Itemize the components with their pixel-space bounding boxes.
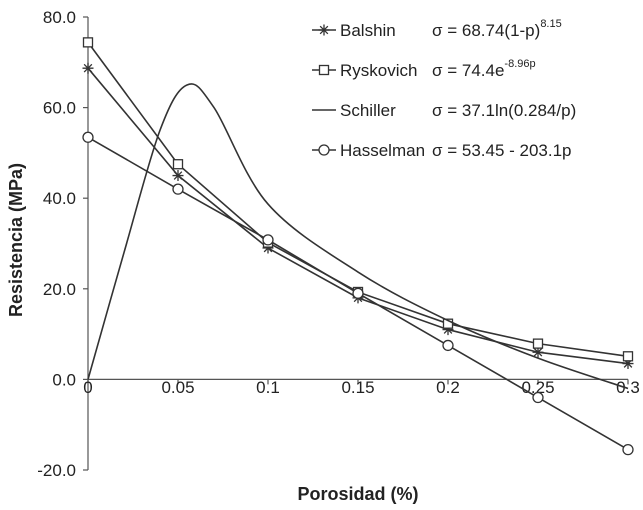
x-tick-label: 0.1 (256, 378, 280, 397)
series-hasselman (82, 131, 634, 456)
x-tick-label: 0.3 (616, 378, 640, 397)
legend-series-name: Ryskovich (340, 61, 417, 80)
data-point-square (622, 351, 634, 362)
y-tick-label: 60.0 (43, 99, 76, 118)
legend-equation-exponent: 8.15 (540, 18, 561, 30)
y-tick-label: 40.0 (43, 189, 76, 208)
data-point-square (318, 64, 330, 76)
x-tick-label: 0.2 (436, 378, 460, 397)
y-tick-label: 80.0 (43, 8, 76, 27)
series-schiller (87, 83, 629, 390)
data-point-circle (622, 443, 634, 456)
data-point-circle (82, 131, 94, 143)
data-point-asterisk (262, 242, 274, 254)
data-point-asterisk (442, 324, 454, 336)
data-point-asterisk (532, 346, 544, 358)
legend: Balshin σ = 68.74(1-p)8.15 Ryskovich σ = 74… (312, 18, 576, 160)
data-point-circle (172, 183, 184, 195)
legend-equation-exponent: -8.96p (504, 58, 535, 70)
legend-item-balshin: Balshin σ = 68.74(1-p)8.15 (312, 18, 562, 40)
data-point-circle (532, 391, 544, 404)
legend-equation: σ = 37.1ln(0.284/p) (432, 101, 576, 120)
data-point-circle (262, 234, 274, 246)
data-point-asterisk (82, 62, 94, 74)
legend-item-hasselman: Hasselman σ = 53.45 - 203.1p (312, 141, 572, 160)
legend-series-name: Balshin (340, 21, 396, 40)
y-tick-label: 20.0 (43, 280, 76, 299)
data-point-square (82, 37, 94, 48)
legend-series-name: Schiller (340, 101, 396, 120)
data-point-square (532, 338, 544, 349)
y-axis-title: Resistencia (MPa) (6, 163, 26, 317)
x-tick-label: 0.15 (341, 378, 374, 397)
data-point-asterisk (172, 170, 184, 182)
legend-series-name: Hasselman (340, 141, 425, 160)
x-tick-label: 0 (83, 378, 92, 397)
axes: 80.0 60.0 40.0 20.0 0.0 -20.0 0 0.05 0.1 0.15 0.2 0… (37, 8, 640, 480)
data-point-square (442, 318, 454, 329)
data-point-asterisk (622, 358, 634, 370)
data-point-circle (442, 339, 454, 352)
series-ryskovich (82, 37, 634, 362)
series-line (87, 83, 629, 390)
data-point-asterisk (318, 24, 330, 36)
legend-equation: σ = 74.4e-8.96p (432, 58, 536, 80)
y-tick-label: 0.0 (52, 370, 76, 389)
legend-item-schiller: Schiller σ = 37.1ln(0.284/p) (312, 101, 576, 120)
data-point-circle (318, 144, 330, 156)
data-point-circle (352, 287, 364, 299)
x-tick-label: 0.05 (161, 378, 194, 397)
series-line (87, 41, 629, 358)
series-layer (82, 37, 634, 456)
data-point-square (172, 159, 184, 170)
y-tick-label: -20.0 (37, 461, 76, 480)
legend-item-ryskovich: Ryskovich σ = 74.4e-8.96p (312, 58, 536, 80)
legend-equation: σ = 53.45 - 203.1p (432, 141, 572, 160)
x-axis-title: Porosidad (%) (297, 484, 418, 504)
legend-equation: σ = 68.74(1-p)8.15 (432, 18, 562, 40)
